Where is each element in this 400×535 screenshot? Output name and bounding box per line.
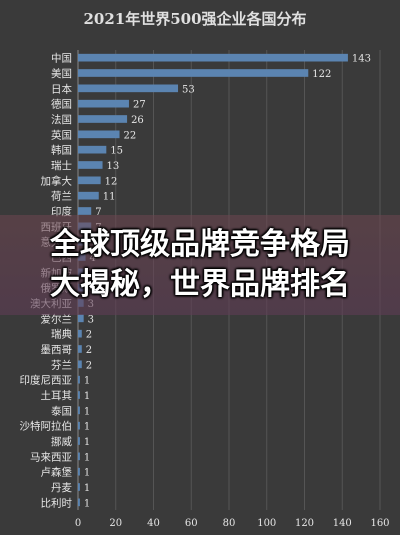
headline-line-2: 大揭秘，世界品牌排名 xyxy=(50,267,350,302)
x-tick-label: 40 xyxy=(147,518,160,529)
category-label: 挪威 xyxy=(51,435,72,448)
category-label: 沙特阿拉伯 xyxy=(20,420,73,433)
data-label: 122 xyxy=(312,69,331,80)
x-axis-ticks: 0 20 40 60 80 100 120 140 160 xyxy=(75,518,390,529)
bar xyxy=(78,452,80,461)
bar xyxy=(78,130,120,139)
data-label: 11 xyxy=(103,192,116,203)
bar-series xyxy=(78,53,348,507)
category-label: 瑞士 xyxy=(51,159,72,172)
category-label: 马来西亚 xyxy=(30,451,72,463)
category-label: 中国 xyxy=(51,52,72,65)
bar xyxy=(78,145,107,154)
data-label: 1 xyxy=(84,376,90,387)
bar xyxy=(78,53,348,62)
category-label: 荷兰 xyxy=(51,190,72,203)
bar xyxy=(78,161,103,169)
x-tick-label: 20 xyxy=(109,518,122,529)
bar xyxy=(78,115,128,123)
category-label: 韩国 xyxy=(51,144,72,157)
bar xyxy=(78,391,80,399)
x-tick-label: 0 xyxy=(75,518,81,529)
x-tick-label: 160 xyxy=(370,518,389,529)
bar xyxy=(78,375,80,384)
x-tick-label: 60 xyxy=(185,518,198,529)
data-label: 1 xyxy=(84,483,90,494)
bar xyxy=(78,329,82,338)
x-tick-label: 140 xyxy=(333,518,352,529)
category-label: 英国 xyxy=(51,128,72,141)
x-tick-label: 120 xyxy=(295,518,314,529)
data-label: 22 xyxy=(124,130,137,141)
category-label: 加拿大 xyxy=(41,174,73,187)
bar xyxy=(78,176,101,185)
data-label: 26 xyxy=(131,115,144,126)
data-label: 2 xyxy=(86,330,92,341)
data-label: 2 xyxy=(86,345,92,356)
data-label: 27 xyxy=(133,100,146,111)
data-label: 1 xyxy=(84,422,90,433)
category-label: 法国 xyxy=(51,113,72,126)
data-label: 1 xyxy=(84,452,90,463)
category-label: 瑞典 xyxy=(51,328,72,341)
category-label: 爱尔兰 xyxy=(41,312,73,325)
bar xyxy=(78,437,80,445)
category-label: 墨西哥 xyxy=(41,344,73,356)
bar xyxy=(78,207,92,215)
category-label: 卢森堡 xyxy=(41,466,73,479)
category-label: 印度尼西亚 xyxy=(20,374,73,387)
category-label: 美国 xyxy=(51,67,72,80)
bar xyxy=(78,99,129,108)
x-tick-label: 100 xyxy=(257,518,276,529)
data-label: 1 xyxy=(84,406,90,417)
data-label: 1 xyxy=(84,468,90,479)
x-tick-label: 80 xyxy=(223,518,236,529)
data-label: 13 xyxy=(107,161,120,172)
bar xyxy=(78,467,80,476)
category-label: 丹麦 xyxy=(51,482,72,494)
category-label: 日本 xyxy=(51,82,72,95)
category-label: 德国 xyxy=(51,98,72,111)
data-label: 12 xyxy=(105,176,118,187)
bar xyxy=(78,483,80,491)
data-label: 7 xyxy=(95,207,101,218)
category-label: 土耳其 xyxy=(41,389,73,402)
data-label: 1 xyxy=(84,437,90,448)
bar xyxy=(78,84,179,93)
bar xyxy=(78,498,80,507)
category-label: 比利时 xyxy=(41,496,73,509)
bar xyxy=(78,69,309,77)
data-label: 15 xyxy=(110,146,123,157)
headline-line-1: 全球顶级品牌竞争格局 xyxy=(50,227,350,262)
category-label: 芬兰 xyxy=(51,358,72,371)
bar xyxy=(78,406,80,415)
data-label: 53 xyxy=(182,84,195,95)
bar xyxy=(78,345,82,353)
headline-overlay: 全球顶级品牌竞争格局 大揭秘，世界品牌排名 xyxy=(0,215,400,315)
data-label: 2 xyxy=(86,360,92,371)
bar xyxy=(78,191,99,200)
bar xyxy=(78,314,84,323)
chart-title: 2021年世界500强企业各国分布 xyxy=(83,10,306,28)
bar xyxy=(78,360,82,369)
category-label: 泰国 xyxy=(51,404,72,417)
data-label: 143 xyxy=(352,54,371,65)
category-label: 印度 xyxy=(51,205,72,218)
data-label: 1 xyxy=(84,498,90,509)
data-label: 1 xyxy=(84,391,90,402)
data-label: 3 xyxy=(88,314,94,325)
bar xyxy=(78,421,80,430)
